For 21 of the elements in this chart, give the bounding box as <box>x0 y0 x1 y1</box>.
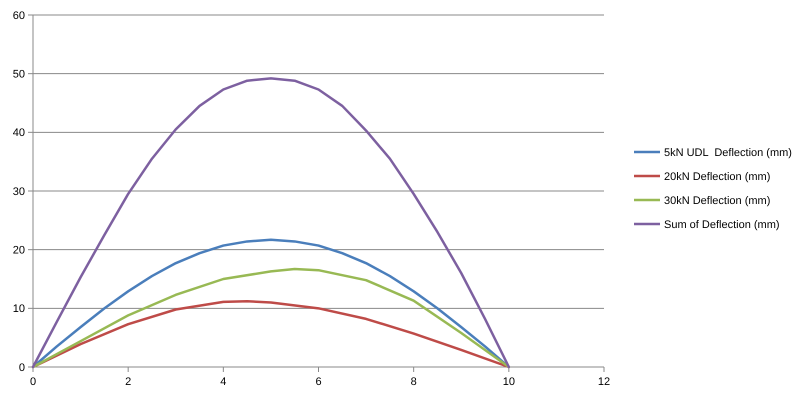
line-series <box>32 77 510 368</box>
y-tick-label: 10 <box>12 303 25 316</box>
y-tick-label: 50 <box>12 68 25 81</box>
x-tick-label: 6 <box>315 376 322 388</box>
line-series <box>32 300 510 368</box>
legend-label: 20kN Deflection (mm) <box>664 170 770 183</box>
x-tick-label: 0 <box>30 376 36 388</box>
x-tick-label: 10 <box>502 376 515 388</box>
y-tick-label: 40 <box>12 127 25 140</box>
x-tick-label: 4 <box>220 376 226 388</box>
y-tick-label: 60 <box>12 10 25 22</box>
x-tick-label: 2 <box>125 376 132 388</box>
legend-label: Sum of Deflection (mm) <box>664 218 780 231</box>
x-tick-label: 12 <box>598 376 610 388</box>
legend-label: 30kN Deflection (mm) <box>664 194 770 207</box>
line-series <box>32 268 510 368</box>
legend-label: 5kN UDL Deflection (mm) <box>664 146 792 159</box>
y-tick-label: 30 <box>12 186 25 198</box>
y-tick-label: 0 <box>18 362 25 374</box>
y-tick-label: 20 <box>12 244 25 257</box>
x-tick-label: 8 <box>410 376 417 388</box>
